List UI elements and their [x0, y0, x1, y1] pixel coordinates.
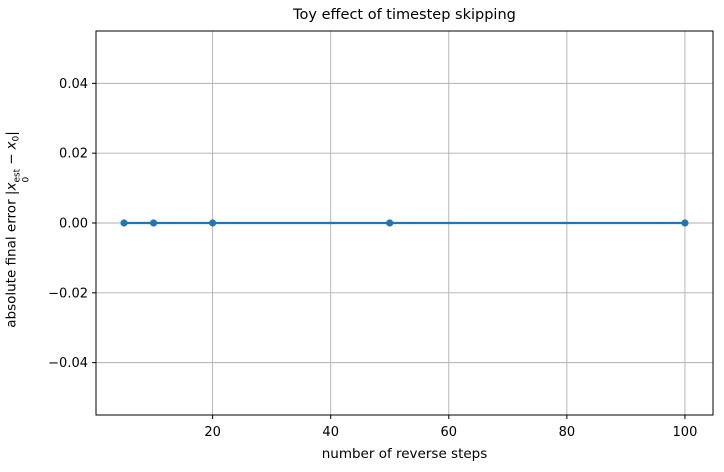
data-point-x10 — [149, 219, 158, 227]
y-tick-label-0.02: 0.02 — [59, 147, 88, 162]
data-point-x20 — [209, 219, 217, 227]
y-tick-label-0.04: 0.04 — [59, 77, 88, 92]
data-point-x100 — [681, 219, 689, 227]
ylabel-suffix: | — [3, 131, 20, 136]
ylabel-prefix: absolute final error | — [3, 190, 20, 328]
y-tick-label-0: 0.00 — [59, 217, 88, 232]
x-tick-label-60: 60 — [441, 425, 458, 440]
x-tick-label-80: 80 — [559, 425, 576, 440]
x-tick-label-100: 100 — [673, 425, 698, 440]
ylabel-subscript2: 0 — [11, 135, 22, 142]
y-tick-label--0.02: −0.02 — [48, 286, 88, 301]
x-tick-label-20: 20 — [204, 425, 221, 440]
ylabel-minus-operator: − — [3, 153, 20, 165]
chart-title: Toy effect of timestep skipping — [293, 7, 516, 23]
ylabel-subsup-stack: est 0 — [13, 169, 33, 183]
data-point-x5 — [120, 219, 128, 227]
ylabel-var-x: x — [3, 182, 20, 191]
y-tick-label--0.04: −0.04 — [48, 356, 88, 371]
x-axis-label: number of reverse steps — [321, 446, 488, 462]
ylabel-var-x2: x — [3, 141, 20, 150]
x-tick-label-40: 40 — [322, 425, 339, 440]
ylabel-subscript: 0 — [22, 176, 33, 183]
data-point-x50 — [386, 219, 394, 227]
y-axis-label: absolute final error |x est 0 −x0| — [4, 49, 33, 409]
